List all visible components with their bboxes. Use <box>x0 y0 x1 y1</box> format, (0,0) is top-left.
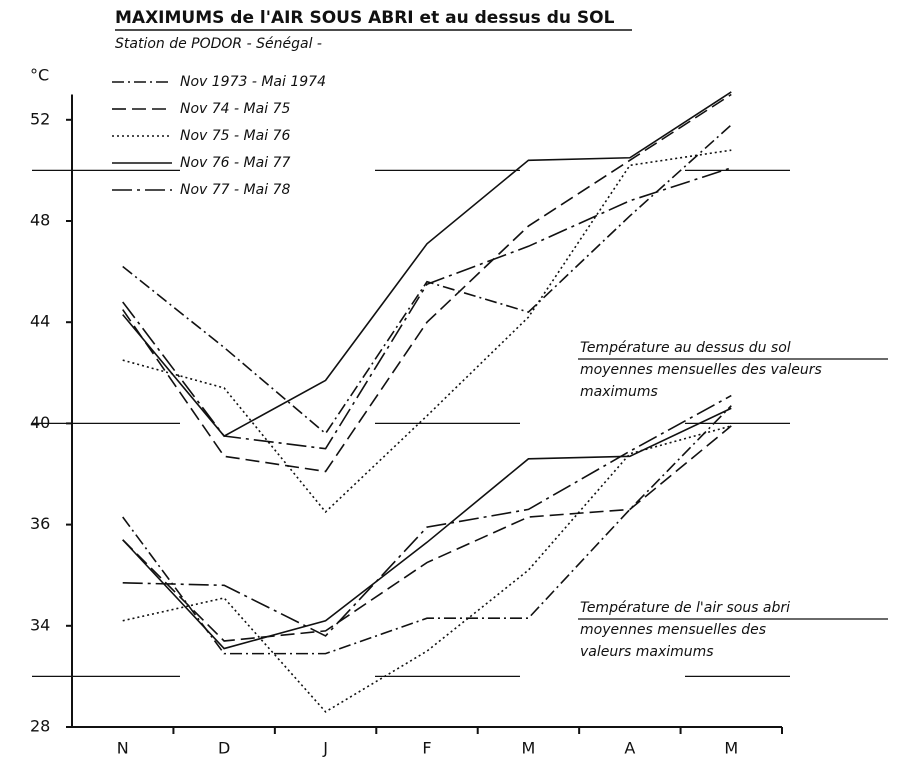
annotation: maximums <box>580 384 658 400</box>
x-tick-label: J <box>322 739 328 758</box>
series-line <box>122 425 732 713</box>
chart-subtitle: Station de PODOR - Sénégal - <box>115 36 322 52</box>
annotation: moyennes mensuelles des valeurs <box>580 362 822 378</box>
y-unit: °C <box>30 66 49 85</box>
x-tick-label: D <box>218 739 230 758</box>
annotation: Température de l'air sous abri <box>580 600 790 616</box>
annotation: valeurs maximums <box>580 644 714 660</box>
annotation: moyennes mensuelles des <box>580 622 766 638</box>
series-line <box>122 407 732 650</box>
x-tick-label: N <box>117 739 129 758</box>
y-tick-label: 52 <box>30 109 50 128</box>
legend-label: Nov 75 - Mai 76 <box>180 128 290 144</box>
legend-label: Nov 1973 - Mai 1974 <box>180 74 326 90</box>
annotation: Température au dessus du sol <box>580 340 791 356</box>
x-tick-label: M <box>522 739 536 758</box>
series-line <box>122 149 732 514</box>
series-line <box>122 124 732 435</box>
series-line <box>122 394 732 637</box>
legend-label: Nov 77 - Mai 78 <box>180 182 290 198</box>
legend-label: Nov 74 - Mai 75 <box>180 101 290 117</box>
series-line <box>122 167 732 450</box>
y-tick-label: 28 <box>30 717 50 736</box>
chart-title: MAXIMUMS de l'AIR SOUS ABRI et au dessus… <box>115 8 615 28</box>
y-tick-label: 48 <box>30 211 50 230</box>
series-line <box>122 93 732 473</box>
x-tick-label: M <box>724 739 738 758</box>
x-tick-label: F <box>422 739 431 758</box>
legend-label: Nov 76 - Mai 77 <box>180 155 290 171</box>
y-tick-label: 34 <box>30 615 50 634</box>
x-tick-label: A <box>624 739 635 758</box>
series-line <box>122 405 732 655</box>
series-line <box>122 425 732 642</box>
y-tick-label: 36 <box>30 514 50 533</box>
y-tick-label: 44 <box>30 312 50 331</box>
y-tick-label: 40 <box>30 413 50 432</box>
